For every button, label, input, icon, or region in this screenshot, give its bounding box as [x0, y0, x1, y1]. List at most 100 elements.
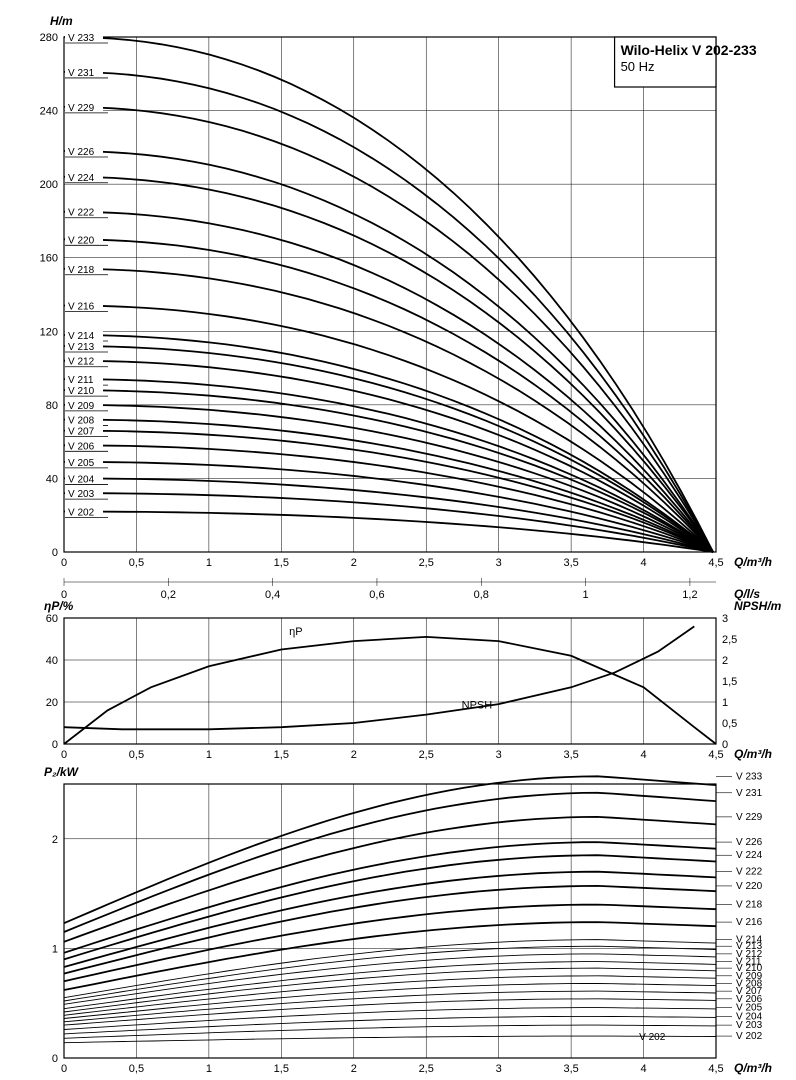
svg-text:40: 40: [46, 655, 58, 667]
title-line2: 50 Hz: [621, 59, 655, 74]
p-model-label: V 222: [736, 867, 763, 878]
svg-text:2: 2: [351, 557, 357, 569]
svg-text:3: 3: [496, 1063, 502, 1075]
svg-text:1: 1: [206, 749, 212, 761]
model-label: V 222: [68, 208, 95, 219]
svg-text:1: 1: [583, 589, 589, 601]
svg-text:280: 280: [40, 32, 58, 44]
p-model-label: V 216: [736, 917, 763, 928]
svg-text:NPSH/m: NPSH/m: [734, 599, 782, 613]
svg-text:2: 2: [351, 1063, 357, 1075]
svg-text:40: 40: [46, 473, 58, 485]
svg-text:0: 0: [52, 1053, 58, 1065]
svg-text:0,5: 0,5: [722, 718, 737, 730]
model-label: V 231: [68, 68, 95, 79]
svg-text:0,2: 0,2: [161, 589, 176, 601]
svg-text:4,5: 4,5: [708, 1063, 723, 1075]
svg-text:1: 1: [206, 557, 212, 569]
model-label: V 207: [68, 427, 95, 438]
model-label: V 210: [68, 386, 95, 397]
svg-text:1,5: 1,5: [274, 749, 289, 761]
p-model-label: V 218: [736, 900, 763, 911]
p-model-label: V 226: [736, 837, 763, 848]
eta-curve: [64, 637, 716, 744]
p-model-v202-label: V 202: [639, 1032, 666, 1043]
p-model-label: V 220: [736, 881, 763, 892]
svg-text:1,5: 1,5: [722, 676, 737, 688]
svg-text:H/m: H/m: [50, 14, 73, 28]
svg-text:4: 4: [640, 749, 646, 761]
svg-text:0: 0: [52, 739, 58, 751]
svg-text:1,2: 1,2: [682, 589, 697, 601]
h-curve: [64, 151, 713, 552]
svg-text:3,5: 3,5: [563, 557, 578, 569]
svg-text:1: 1: [206, 1063, 212, 1075]
svg-text:0,5: 0,5: [129, 557, 144, 569]
svg-text:0,6: 0,6: [369, 589, 384, 601]
model-label: V 233: [68, 33, 95, 44]
svg-text:1,5: 1,5: [274, 557, 289, 569]
svg-text:3: 3: [722, 613, 728, 625]
svg-text:3: 3: [496, 749, 502, 761]
model-label: V 206: [68, 441, 95, 452]
model-label: V 203: [68, 489, 95, 500]
svg-text:20: 20: [46, 697, 58, 709]
svg-text:160: 160: [40, 253, 58, 265]
svg-text:0,4: 0,4: [265, 589, 280, 601]
p-model-label: V 231: [736, 788, 763, 799]
model-label: V 216: [68, 302, 95, 313]
svg-text:1: 1: [52, 943, 58, 955]
svg-text:2,5: 2,5: [419, 557, 434, 569]
p-model-label: V 233: [736, 771, 763, 782]
model-label: V 218: [68, 265, 95, 276]
p-model-label: V 224: [736, 850, 763, 861]
h-curve: [64, 37, 713, 552]
svg-text:0: 0: [61, 1063, 67, 1075]
svg-text:1: 1: [722, 697, 728, 709]
title-line1: Wilo-Helix V 202-233: [621, 42, 757, 58]
p-model-label: V 229: [736, 812, 763, 823]
model-label: V 205: [68, 458, 95, 469]
svg-text:4,5: 4,5: [708, 557, 723, 569]
svg-text:60: 60: [46, 613, 58, 625]
svg-text:Q/m³/h: Q/m³/h: [734, 555, 772, 569]
svg-text:2: 2: [351, 749, 357, 761]
model-label: V 212: [68, 357, 95, 368]
svg-text:2: 2: [722, 655, 728, 667]
p-model-label: V 202: [736, 1031, 763, 1042]
svg-text:3,5: 3,5: [563, 1063, 578, 1075]
svg-text:Q/m³/h: Q/m³/h: [734, 1061, 772, 1075]
svg-text:240: 240: [40, 106, 58, 118]
model-label: V 226: [68, 147, 95, 158]
svg-text:4: 4: [640, 1063, 646, 1075]
svg-text:120: 120: [40, 326, 58, 338]
p-curve: [64, 842, 716, 953]
svg-text:0: 0: [52, 547, 58, 559]
svg-text:3,5: 3,5: [563, 749, 578, 761]
npsh-curve: [64, 626, 694, 729]
svg-text:0,8: 0,8: [474, 589, 489, 601]
svg-text:200: 200: [40, 179, 58, 191]
svg-text:4: 4: [640, 557, 646, 569]
model-label: V 229: [68, 103, 95, 114]
model-label: V 209: [68, 401, 95, 412]
npsh-label: NPSH: [462, 700, 493, 712]
svg-text:ηP/%: ηP/%: [44, 599, 74, 613]
svg-text:0,5: 0,5: [129, 749, 144, 761]
svg-text:0: 0: [61, 749, 67, 761]
svg-text:2,5: 2,5: [419, 1063, 434, 1075]
pump-curves-svg: 00,511,522,533,544,504080120160200240280…: [10, 0, 786, 1080]
svg-text:P₂/kW: P₂/kW: [44, 765, 80, 779]
svg-text:Q/m³/h: Q/m³/h: [734, 747, 772, 761]
svg-text:3: 3: [496, 557, 502, 569]
svg-text:0,5: 0,5: [129, 1063, 144, 1075]
svg-text:80: 80: [46, 400, 58, 412]
p-curve: [64, 1008, 716, 1030]
model-label: V 224: [68, 173, 95, 184]
svg-text:0: 0: [61, 557, 67, 569]
model-label: V 202: [68, 508, 95, 519]
svg-text:0: 0: [722, 739, 728, 751]
p-curve: [64, 1036, 716, 1043]
svg-text:2,5: 2,5: [722, 634, 737, 646]
model-label: V 204: [68, 474, 95, 485]
